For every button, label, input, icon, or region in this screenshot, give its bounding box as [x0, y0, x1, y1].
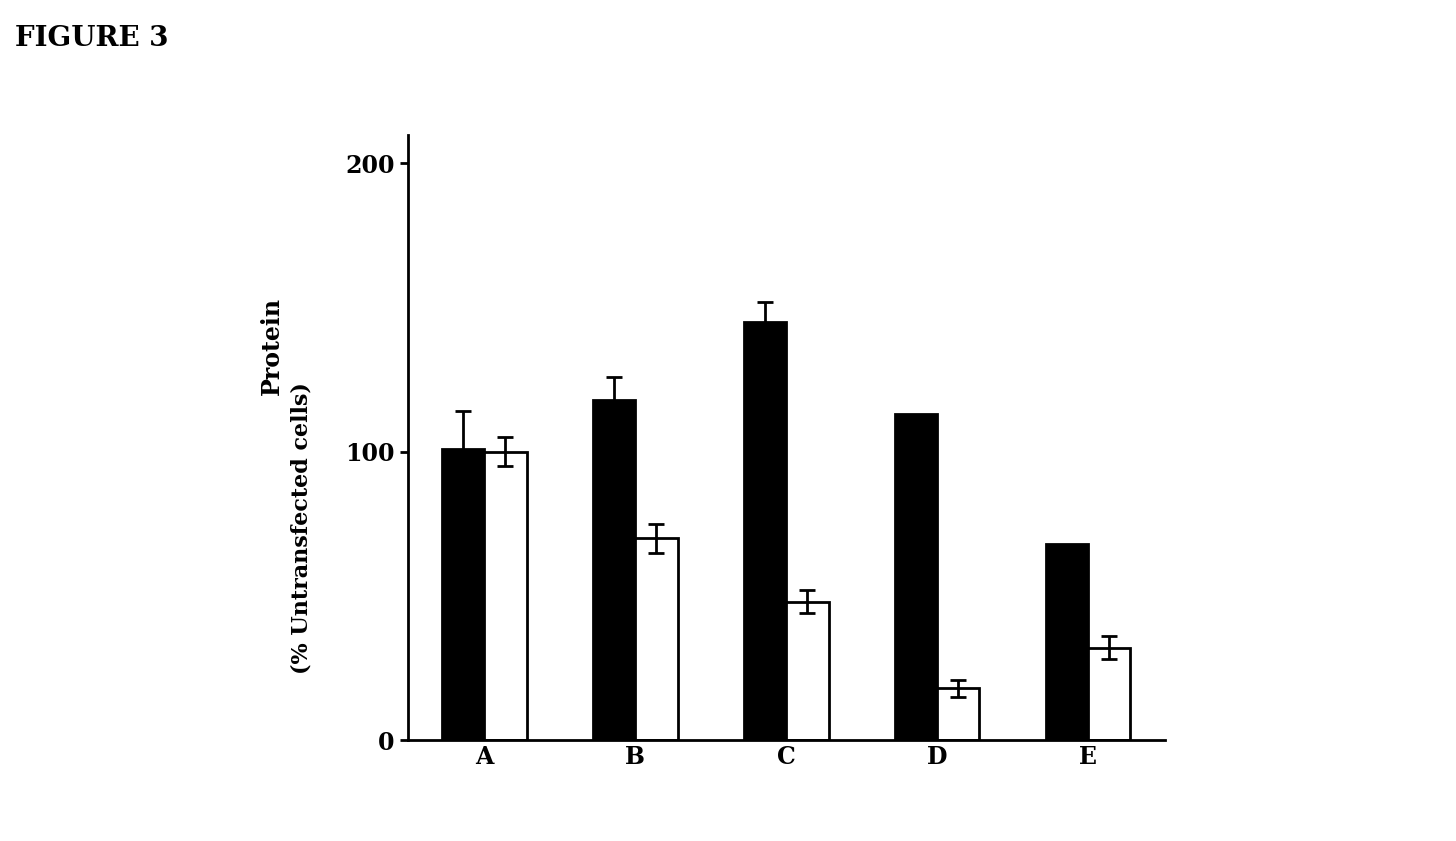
- Bar: [485, 452, 527, 740]
- Bar: [635, 538, 677, 740]
- Text: FIGURE 3: FIGURE 3: [15, 25, 167, 52]
- Text: (% Untransfected cells): (% Untransfected cells): [291, 382, 313, 674]
- Bar: [786, 601, 828, 740]
- Bar: [895, 415, 938, 740]
- Bar: [938, 688, 980, 740]
- Text: Protein: Protein: [259, 298, 284, 395]
- Bar: [593, 399, 635, 740]
- Bar: [1088, 648, 1130, 740]
- Bar: [1045, 544, 1088, 740]
- Bar: [744, 322, 786, 740]
- Bar: [443, 449, 485, 740]
